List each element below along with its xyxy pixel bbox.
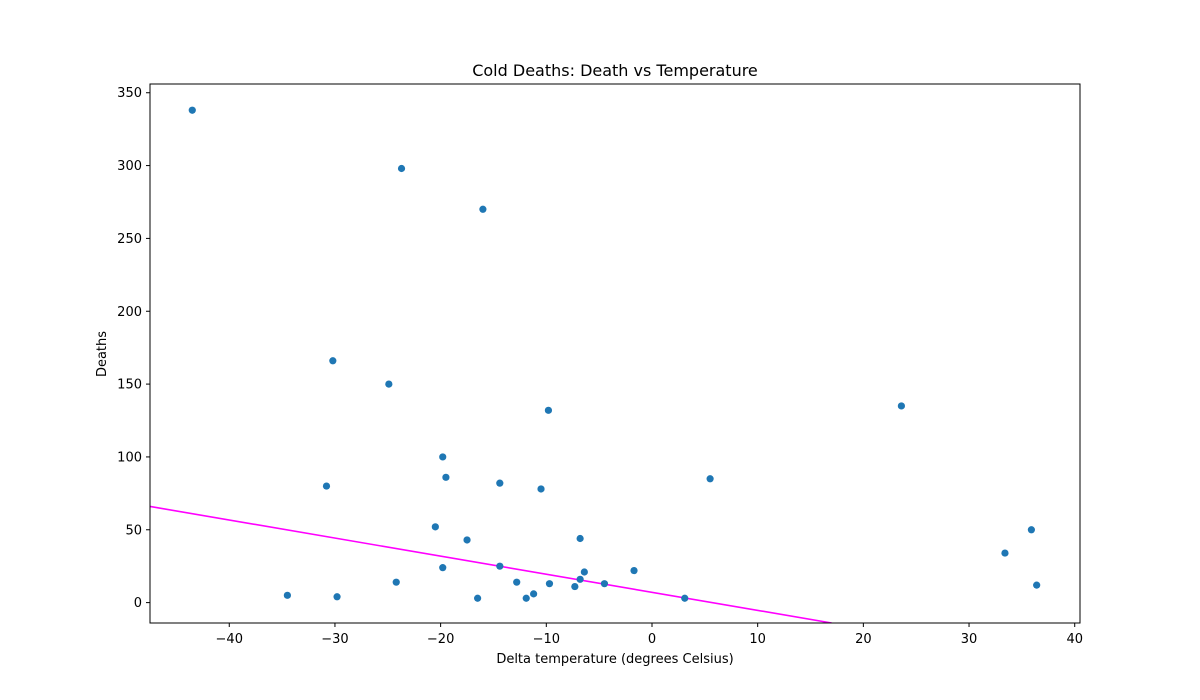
data-point [544,406,553,414]
data-point [439,564,447,572]
trend-line-layer [150,505,832,623]
data-point [897,402,905,410]
y-tick-label: 250 [117,232,142,247]
data-point [530,590,538,598]
y-tick-label: 0 [134,596,142,611]
y-tick-label: 150 [117,378,142,393]
data-point [322,482,331,490]
y-tick-label: 350 [117,86,142,101]
x-tick-label: 40 [1066,632,1083,647]
x-tick-label: −20 [427,632,454,647]
data-point [442,473,450,481]
data-point [537,485,545,493]
data-point [333,593,341,601]
data-point [1027,526,1035,534]
data-point [392,578,400,586]
trend-line [150,505,832,623]
x-tick-label: −30 [321,632,348,647]
data-point [1033,581,1041,589]
y-axis-label: Deaths [95,331,110,377]
y-tick-label: 300 [117,159,142,174]
data-point [571,582,579,591]
data-point [1001,549,1009,557]
data-point [513,578,521,586]
data-point [496,562,504,570]
data-point [600,580,609,588]
data-point [681,594,689,602]
data-point [545,580,554,588]
x-tick-label: 10 [749,632,766,647]
data-point [385,380,393,388]
data-point [630,566,638,575]
y-tick-label: 50 [125,523,142,538]
x-axis: −40 −30 −20 −10 0 10 20 30 40 [216,623,1083,647]
data-point [439,453,447,461]
data-point [580,568,588,576]
data-point [496,479,504,487]
data-point [576,575,584,583]
data-point [522,594,530,602]
x-axis-label: Delta temperature (degrees Celsius) [496,652,733,667]
data-point [188,106,196,114]
plot-frame [149,83,1081,624]
x-tick-label: 30 [961,632,978,647]
y-axis: 0 50 100 150 200 250 300 350 [117,86,150,611]
x-tick-label: 0 [648,632,656,647]
data-point [463,536,471,544]
y-tick-label: 200 [117,305,142,320]
data-point [474,594,482,602]
y-tick-label: 100 [117,450,142,465]
data-point [706,475,714,483]
data-point [479,205,487,213]
x-tick-label: 20 [855,632,872,647]
data-point [576,534,584,543]
data-point [329,357,337,365]
data-point [431,523,439,531]
data-point [283,591,291,599]
x-tick-label: −40 [216,632,243,647]
points-layer [188,106,1041,602]
data-point [397,164,406,173]
chart-title: Cold Deaths: Death vs Temperature [472,61,758,80]
x-tick-label: −10 [533,632,560,647]
